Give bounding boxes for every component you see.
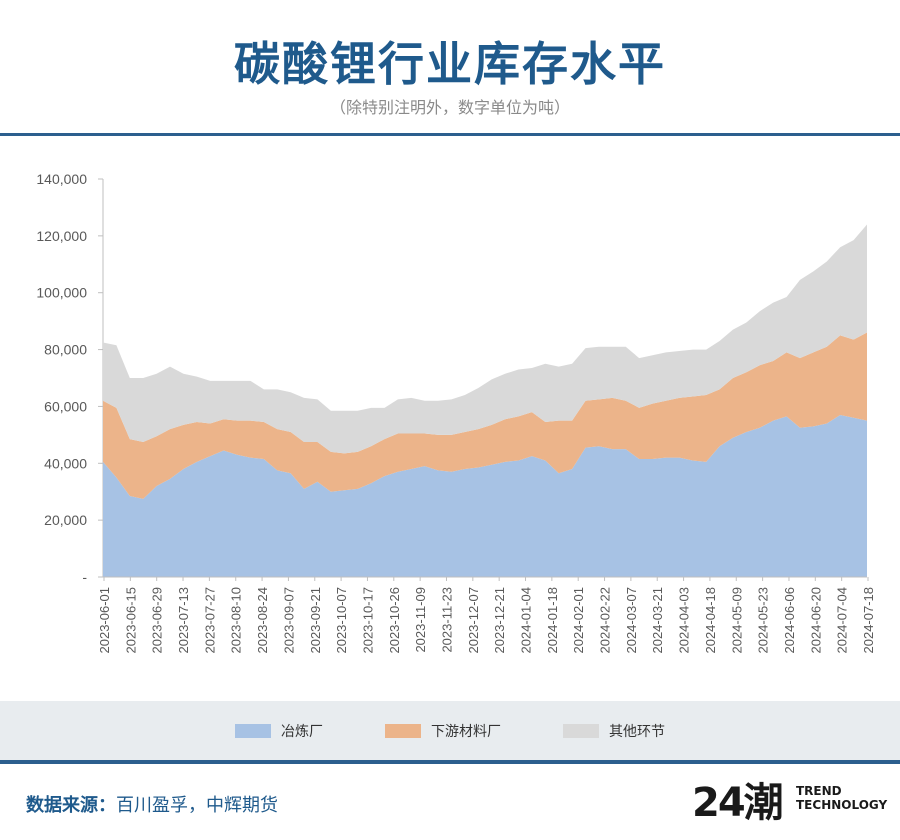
x-tick-label: 2024-07-04 — [835, 587, 850, 654]
legend-swatch-other — [563, 724, 599, 738]
y-tick-label: 60,000 — [44, 398, 87, 414]
x-tick-label: 2024-07-18 — [861, 587, 876, 654]
x-tick-label: 2023-06-01 — [97, 587, 112, 654]
x-tick-label: 2024-06-20 — [808, 587, 823, 654]
x-tick-label: 2023-07-13 — [176, 587, 191, 654]
logo-text: TREND TECHNOLOGY — [796, 784, 887, 812]
legend-label-other: 其他环节 — [609, 724, 665, 740]
chart-title: 碳酸锂行业库存水平 — [234, 37, 666, 91]
legend-item-smelter: 冶炼厂 — [235, 720, 323, 742]
x-tick-label: 2024-05-09 — [729, 587, 744, 654]
legend-item-downstream: 下游材料厂 — [385, 720, 501, 742]
x-tick-label: 2024-06-06 — [782, 587, 797, 654]
x-tick-label: 2024-03-21 — [650, 587, 665, 654]
x-tick-label: 2023-06-15 — [123, 587, 138, 654]
chart-legend: 冶炼厂 下游材料厂 其他环节 — [0, 720, 900, 742]
x-tick-label: 2024-02-22 — [598, 587, 613, 654]
x-tick-label: 2023-12-21 — [492, 587, 507, 654]
x-tick-label: 2023-11-23 — [439, 587, 454, 653]
area-other — [103, 224, 867, 454]
stacked-area-chart: - 20,000 40,000 60,000 80,000 100,000 120,000 1… — [36, 171, 876, 654]
x-tick-label: 2024-01-18 — [545, 587, 560, 654]
area-smelter — [103, 414, 867, 577]
y-tick-label: 20,000 — [44, 512, 87, 528]
x-tick-label: 2024-04-03 — [677, 587, 692, 654]
footer-divider — [0, 760, 900, 764]
x-tick-label: 2023-09-07 — [281, 587, 296, 654]
y-tick-label: - — [82, 569, 87, 585]
x-tick-label: 2023-12-07 — [466, 587, 481, 654]
legend-swatch-downstream — [385, 724, 421, 738]
x-tick-label: 2023-11-09 — [413, 587, 428, 653]
y-tick-label: 80,000 — [44, 342, 87, 358]
x-tick-label: 2023-08-10 — [229, 587, 244, 654]
brand-logo: 24潮 TREND TECHNOLOGY — [692, 780, 887, 826]
x-tick-label: 2023-08-24 — [255, 587, 270, 654]
data-source: 数据来源：百川盈孚，中辉期货 — [26, 791, 278, 817]
x-tick-label: 2023-07-27 — [202, 587, 217, 654]
legend-label-downstream: 下游材料厂 — [431, 724, 501, 740]
y-tick-label: 100,000 — [36, 285, 87, 301]
area-downstream — [103, 332, 867, 499]
legend-band — [0, 701, 900, 760]
logo-text-line2: TECHNOLOGY — [796, 798, 888, 812]
y-tick-label: 140,000 — [36, 171, 87, 187]
logo-mark: 24潮 — [692, 780, 784, 826]
x-tick-label: 2024-03-07 — [624, 587, 639, 654]
x-tick-label: 2024-01-04 — [519, 587, 534, 654]
data-source-value: 百川盈孚，中辉期货 — [116, 795, 278, 816]
x-tick-label: 2023-09-21 — [308, 587, 323, 654]
y-tick-label: 120,000 — [36, 228, 87, 244]
logo-text-line1: TREND — [796, 784, 842, 798]
legend-label-smelter: 冶炼厂 — [281, 724, 323, 740]
legend-item-other: 其他环节 — [563, 720, 665, 742]
x-tick-label: 2024-02-01 — [571, 587, 586, 654]
x-tick-label: 2024-05-23 — [756, 587, 771, 654]
x-tick-label: 2023-10-07 — [334, 587, 349, 654]
header-divider — [0, 133, 900, 136]
chart-subtitle: （除特别注明外，数字单位为吨） — [329, 98, 570, 117]
x-tick-label: 2024-04-18 — [703, 587, 718, 654]
legend-swatch-smelter — [235, 724, 271, 738]
y-tick-label: 40,000 — [44, 455, 87, 471]
x-tick-label: 2023-10-26 — [387, 587, 402, 654]
x-tick-label: 2023-06-29 — [150, 587, 165, 654]
x-tick-label: 2023-10-17 — [360, 587, 375, 654]
data-source-label: 数据来源： — [26, 795, 116, 816]
